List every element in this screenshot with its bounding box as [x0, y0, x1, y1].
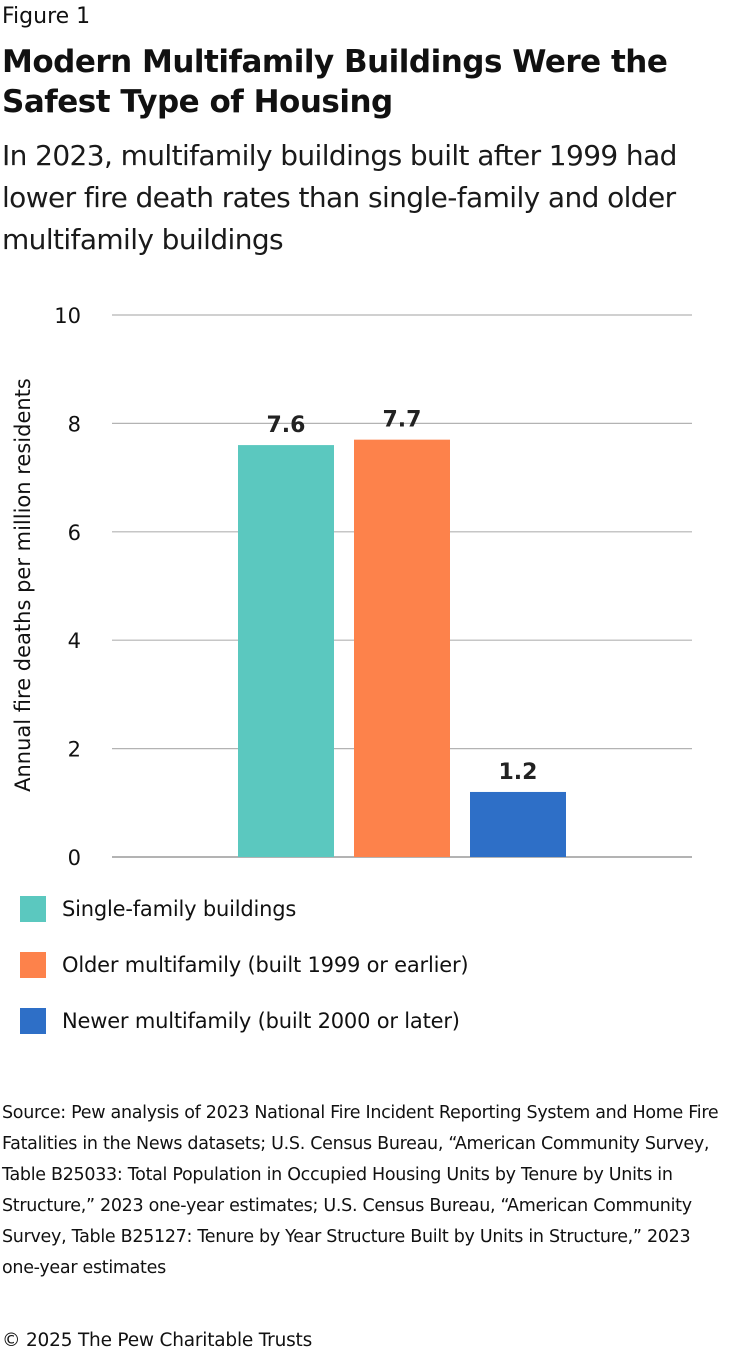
y-tick-label: 2	[68, 738, 81, 762]
y-tick-label: 4	[68, 629, 81, 653]
legend-swatch	[20, 896, 46, 922]
legend-item-single-family: Single-family buildings	[20, 893, 468, 949]
bar	[238, 445, 334, 857]
y-tick-label: 0	[68, 846, 81, 870]
bar-value-label: 7.6	[267, 413, 306, 438]
chart-title: Modern Multifamily Buildings Were the Sa…	[2, 44, 668, 120]
figure-label: Figure 1	[2, 4, 91, 29]
bars	[238, 439, 566, 857]
y-axis-ticks: 0 2 4 6 8 10	[54, 304, 81, 870]
y-axis-label: Annual fire deaths per million residents	[11, 378, 35, 792]
y-tick-label: 10	[54, 304, 81, 328]
bar-value-label: 1.2	[499, 760, 538, 785]
copyright: © 2025 The Pew Charitable Trusts	[2, 1330, 313, 1351]
legend: Single-family buildings Older multifamil…	[20, 893, 469, 1061]
legend-label: Newer multifamily (built 2000 or later)	[62, 1009, 460, 1033]
source-note: Source: Pew analysis of 2023 National Fi…	[2, 1103, 719, 1278]
bar-chart: 0 2 4 6 8 10 7.6 7.7 1.2 Annual fire deaths per…	[11, 304, 692, 870]
bar	[354, 439, 450, 857]
chart-subtitle: In 2023, multifamily buildings built aft…	[2, 139, 677, 256]
bar-value-label: 7.7	[383, 408, 422, 433]
legend-label: Older multifamily (built 1999 or earlier…	[62, 953, 469, 977]
legend-item-newer-multifamily: Newer multifamily (built 2000 or later)	[20, 1005, 468, 1061]
y-tick-label: 8	[68, 412, 81, 436]
legend-label: Single-family buildings	[62, 897, 297, 921]
data-labels: 7.6 7.7 1.2	[267, 408, 538, 785]
legend-swatch	[20, 952, 46, 978]
legend-item-older-multifamily: Older multifamily (built 1999 or earlier…	[20, 949, 469, 1005]
y-tick-label: 6	[68, 521, 81, 545]
bar	[470, 791, 566, 857]
legend-swatch	[20, 1008, 46, 1034]
